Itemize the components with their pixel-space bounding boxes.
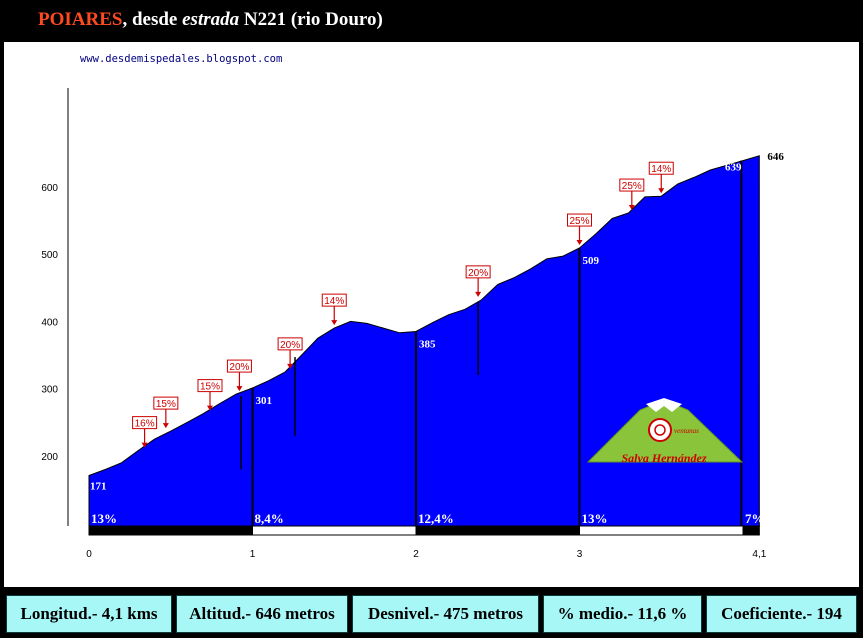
gradient-marker-label: 14% bbox=[651, 164, 671, 175]
gradient-marker-arrowhead bbox=[287, 363, 294, 369]
stat-desnivel: Desnivel.- 475 metros bbox=[352, 595, 539, 633]
km-bar-segment bbox=[252, 525, 417, 536]
gradient-marker-label: 20% bbox=[468, 268, 488, 279]
gradient-marker-label: 15% bbox=[200, 382, 220, 393]
gradient-marker-arrowhead bbox=[206, 405, 213, 411]
km-bar-segment bbox=[415, 525, 580, 536]
x-tick-label: 3 bbox=[577, 549, 583, 560]
stat-medio: % medio.- 11,6 % bbox=[543, 595, 702, 633]
y-tick-label: 300 bbox=[41, 385, 58, 396]
km-bar-segment bbox=[88, 525, 253, 536]
chart-title: POIARES, desde estrada N221 (rio Douro) bbox=[38, 9, 383, 31]
gradient-marker-arrowhead bbox=[162, 423, 169, 429]
gradient-marker-label: 20% bbox=[229, 362, 249, 373]
gradient-marker-label: 14% bbox=[324, 296, 344, 307]
y-tick-label: 500 bbox=[41, 250, 58, 261]
gradient-marker-arrowhead bbox=[331, 320, 338, 326]
km-gradient-label: 13% bbox=[582, 511, 608, 526]
gradient-marker-label: 15% bbox=[156, 399, 176, 410]
km-gradient-label: 13% bbox=[91, 511, 117, 526]
x-tick-label: 0 bbox=[86, 549, 92, 560]
altitude-label: 171 bbox=[90, 481, 107, 493]
altitude-label: 385 bbox=[419, 338, 436, 350]
km-gradient-label: 8,4% bbox=[255, 511, 284, 526]
altitude-label: 509 bbox=[583, 255, 600, 267]
logo-bike-icon bbox=[648, 418, 672, 442]
altitude-label: 646 bbox=[767, 151, 784, 163]
x-tick-label: 2 bbox=[413, 549, 419, 560]
x-tick-label: 4,1 bbox=[752, 549, 766, 560]
title-road-type: estrada bbox=[182, 9, 240, 30]
title-place: POIARES bbox=[38, 9, 123, 30]
gradient-marker-label: 25% bbox=[622, 181, 642, 192]
x-tick-label: 1 bbox=[250, 549, 256, 560]
stat-longitud: Longitud.- 4,1 kms bbox=[6, 595, 172, 633]
altitude-label: 301 bbox=[256, 395, 273, 407]
km-gradient-label: 12,4% bbox=[418, 511, 454, 526]
title-text: , desde bbox=[122, 9, 183, 30]
gradient-marker-label: 20% bbox=[280, 340, 300, 351]
gradient-marker-arrowhead bbox=[141, 442, 148, 448]
gradient-marker-arrowhead bbox=[475, 291, 482, 297]
km-gradient-label: 7% bbox=[745, 511, 765, 526]
y-tick-label: 200 bbox=[41, 452, 58, 463]
profile-chart: 200 300 400 500 600 13% 8,4% 12,4% 13% 7% 0 1 2 3 4,1 1… bbox=[41, 88, 784, 560]
stat-altitud: Altitud.- 646 metros bbox=[176, 595, 348, 633]
logo-author: Salva Hernández bbox=[621, 451, 706, 465]
logo-snowcap bbox=[646, 398, 682, 412]
gradient-marker-label: 25% bbox=[569, 216, 589, 227]
y-tick-label: 400 bbox=[41, 317, 58, 328]
km-bar-segment bbox=[579, 525, 744, 536]
profile-area bbox=[88, 155, 760, 527]
website-url: www.desdemispedales.blogspot.com bbox=[80, 53, 283, 65]
gradient-marker-arrowhead bbox=[576, 240, 583, 246]
logo-bike-wheel-icon bbox=[654, 424, 666, 436]
logo-brand: ventanas bbox=[674, 427, 699, 435]
altitude-label: 639 bbox=[725, 162, 742, 174]
gradient-marker-label: 16% bbox=[135, 419, 155, 430]
km-bar-segment bbox=[742, 525, 760, 536]
gradient-marker-arrowhead bbox=[236, 386, 243, 392]
gradient-marker-arrowhead bbox=[658, 188, 665, 194]
stat-coeficiente: Coeficiente.- 194 bbox=[706, 595, 857, 633]
gradient-marker-arrowhead bbox=[628, 205, 635, 211]
y-tick-label: 600 bbox=[41, 183, 58, 194]
title-road: N221 (rio Douro) bbox=[239, 9, 383, 30]
